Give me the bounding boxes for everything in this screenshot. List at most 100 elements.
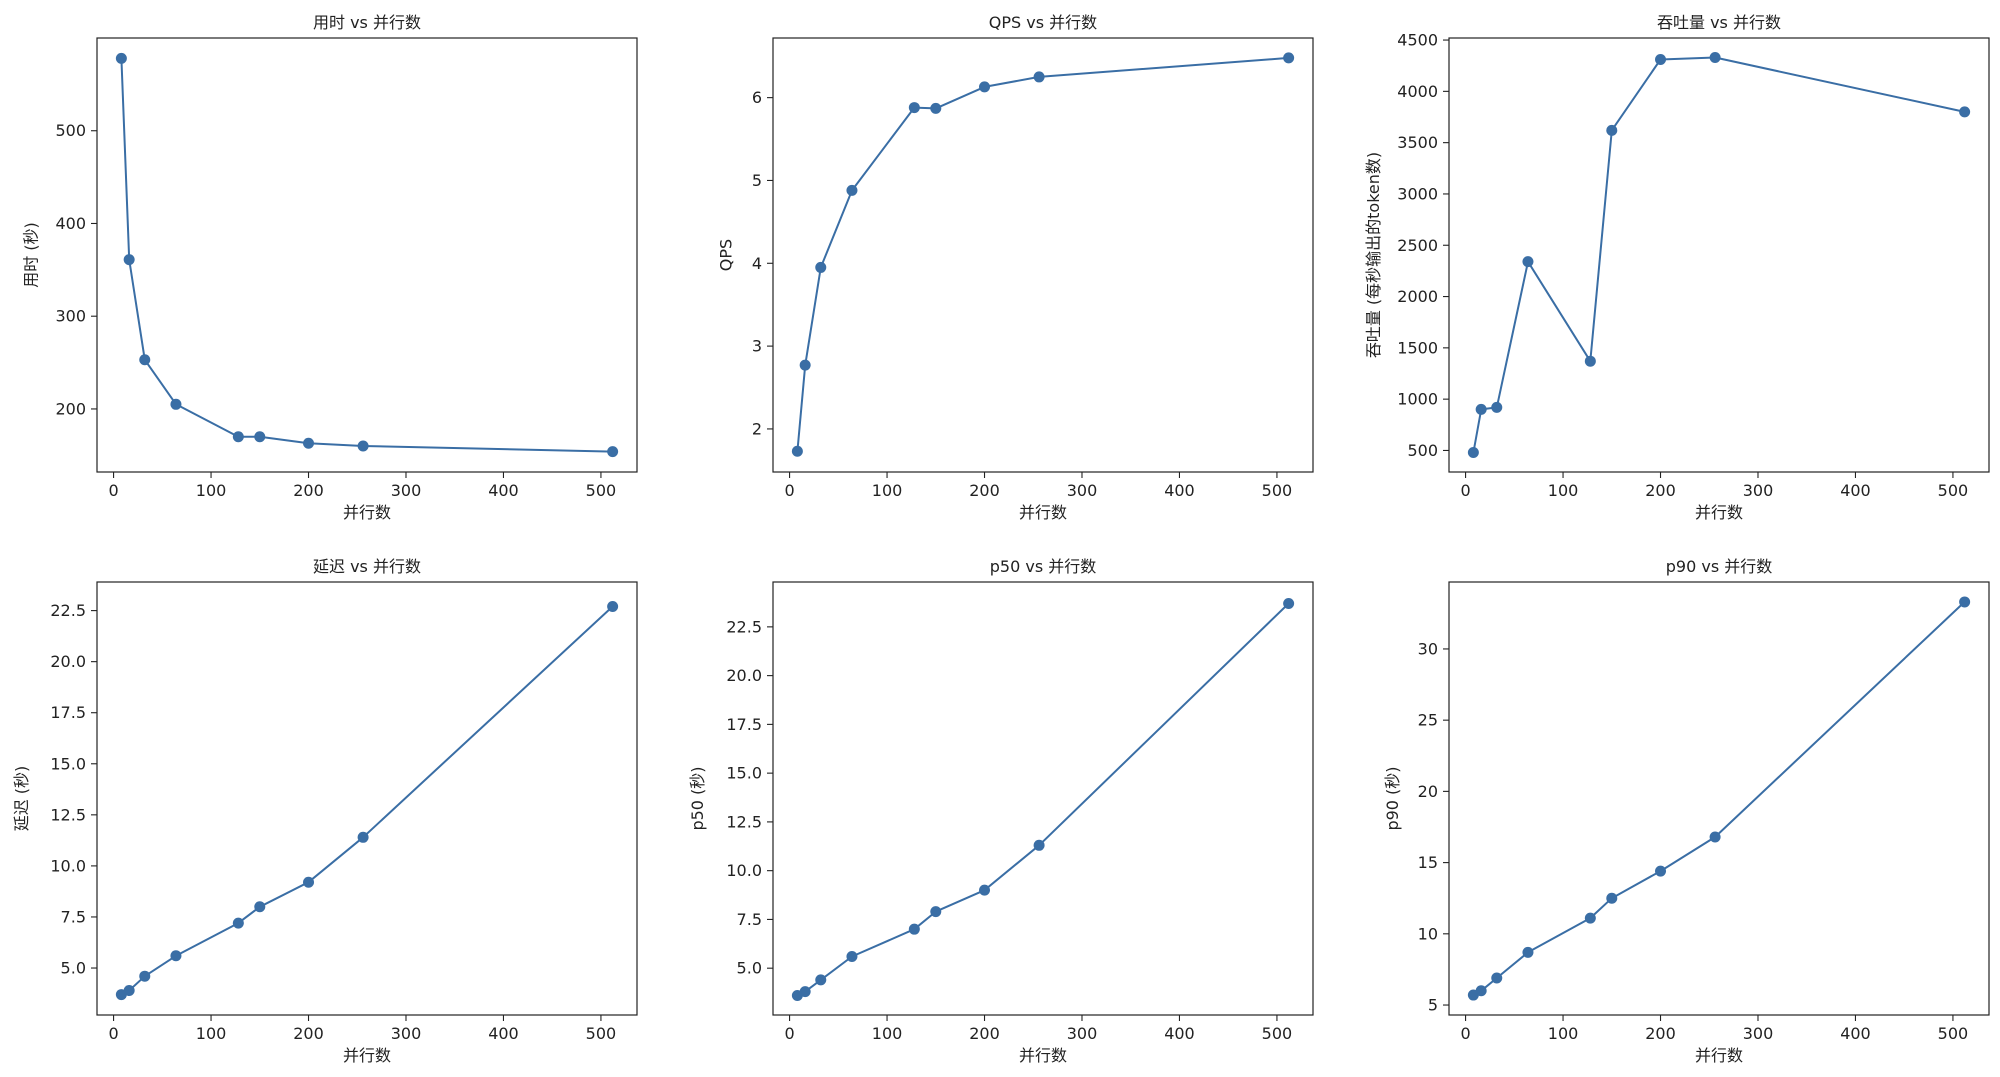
x-tick-label: 100 bbox=[1548, 1024, 1579, 1043]
data-point bbox=[254, 901, 266, 913]
data-point bbox=[1283, 597, 1295, 609]
axes-frame bbox=[96, 37, 638, 473]
y-axis-label: QPS bbox=[717, 239, 736, 271]
y-tick-label: 5.0 bbox=[61, 959, 86, 978]
y-tick-label: 15 bbox=[1418, 853, 1438, 872]
x-tick-label: 100 bbox=[872, 1024, 903, 1043]
x-tick-label: 0 bbox=[1460, 481, 1470, 500]
data-point bbox=[930, 906, 942, 918]
series-line bbox=[120, 605, 614, 996]
y-tick-label: 5.0 bbox=[737, 959, 762, 978]
y-tick-label: 5 bbox=[1428, 996, 1438, 1015]
y-tick-label: 3 bbox=[752, 337, 762, 356]
data-point bbox=[791, 445, 803, 457]
series-line bbox=[796, 602, 1290, 997]
data-point bbox=[930, 102, 942, 114]
x-tick-label: 500 bbox=[1262, 481, 1293, 500]
y-tick-label: 200 bbox=[55, 399, 86, 418]
chart-title: 吞吐量 vs 并行数 bbox=[1657, 13, 1781, 32]
y-tick-label: 1500 bbox=[1397, 338, 1438, 357]
data-point bbox=[1655, 865, 1667, 877]
chart-title: QPS vs 并行数 bbox=[989, 13, 1097, 32]
y-tick-label: 20.0 bbox=[50, 652, 86, 671]
y-tick-label: 17.5 bbox=[50, 703, 86, 722]
data-point bbox=[1491, 401, 1503, 413]
data-point bbox=[815, 974, 827, 986]
x-tick-label: 500 bbox=[1938, 1024, 1969, 1043]
y-tick-label: 12.5 bbox=[726, 812, 762, 831]
data-point bbox=[303, 437, 315, 449]
series-line bbox=[1472, 56, 1965, 453]
data-point bbox=[1959, 596, 1971, 608]
series-line bbox=[120, 58, 613, 453]
y-tick-label: 25 bbox=[1418, 711, 1438, 730]
y-tick-label: 2000 bbox=[1397, 287, 1438, 306]
x-tick-label: 0 bbox=[784, 1024, 794, 1043]
y-tick-label: 30 bbox=[1418, 639, 1438, 658]
y-tick-label: 15.0 bbox=[726, 764, 762, 783]
data-point bbox=[357, 831, 369, 843]
y-tick-label: 6 bbox=[752, 88, 762, 107]
y-tick-label: 22.5 bbox=[50, 601, 86, 620]
data-point bbox=[232, 917, 244, 929]
series-line bbox=[796, 56, 1289, 452]
y-tick-label: 4000 bbox=[1397, 82, 1438, 101]
y-tick-label: 500 bbox=[55, 121, 86, 140]
x-tick-label: 100 bbox=[872, 481, 903, 500]
data-point bbox=[1655, 54, 1667, 66]
y-tick-label: 15.0 bbox=[50, 754, 86, 773]
x-tick-label: 300 bbox=[391, 481, 422, 500]
x-axis-label: 并行数 bbox=[1695, 1046, 1743, 1065]
data-point bbox=[1584, 355, 1596, 367]
y-tick-label: 1000 bbox=[1397, 390, 1438, 409]
data-point bbox=[139, 354, 151, 366]
data-point bbox=[846, 184, 858, 196]
x-tick-label: 300 bbox=[1743, 481, 1774, 500]
data-point bbox=[357, 440, 369, 452]
y-axis-label: p90 (秒) bbox=[1383, 766, 1402, 830]
x-tick-label: 300 bbox=[1743, 1024, 1774, 1043]
data-point bbox=[1033, 71, 1045, 83]
axes-frame bbox=[772, 581, 1314, 1016]
axes-frame bbox=[772, 37, 1314, 473]
x-tick-label: 200 bbox=[293, 1024, 324, 1043]
x-tick-label: 0 bbox=[108, 1024, 118, 1043]
x-tick-label: 0 bbox=[1460, 1024, 1470, 1043]
y-tick-label: 10.0 bbox=[50, 856, 86, 875]
x-tick-label: 200 bbox=[1645, 1024, 1676, 1043]
data-point bbox=[979, 81, 991, 93]
data-point bbox=[170, 398, 182, 410]
data-point bbox=[1522, 946, 1534, 958]
y-tick-label: 10 bbox=[1418, 924, 1438, 943]
data-point bbox=[1033, 839, 1045, 851]
y-tick-label: 4500 bbox=[1397, 31, 1438, 50]
x-axis-label: 并行数 bbox=[1019, 503, 1067, 522]
x-tick-label: 500 bbox=[586, 1024, 617, 1043]
x-tick-label: 500 bbox=[1262, 1024, 1293, 1043]
x-tick-label: 400 bbox=[1840, 481, 1871, 500]
data-point bbox=[1467, 447, 1479, 459]
data-point bbox=[799, 359, 811, 371]
data-point bbox=[123, 984, 135, 996]
y-tick-label: 20 bbox=[1418, 782, 1438, 801]
data-point bbox=[1606, 892, 1618, 904]
x-tick-label: 0 bbox=[784, 481, 794, 500]
x-axis-label: 并行数 bbox=[343, 1046, 391, 1065]
data-point bbox=[1475, 403, 1487, 415]
chart-title: p50 vs 并行数 bbox=[990, 557, 1097, 576]
data-point bbox=[232, 431, 244, 443]
y-tick-label: 2500 bbox=[1397, 236, 1438, 255]
axes-frame bbox=[1448, 37, 1990, 473]
data-point bbox=[908, 102, 920, 114]
x-tick-label: 100 bbox=[1548, 481, 1579, 500]
y-tick-label: 5 bbox=[752, 171, 762, 190]
y-tick-label: 22.5 bbox=[726, 617, 762, 636]
x-tick-label: 200 bbox=[969, 1024, 1000, 1043]
data-point bbox=[1606, 124, 1618, 136]
data-point bbox=[908, 923, 920, 935]
y-axis-label: 吞吐量 (每秒输出的token数) bbox=[1364, 152, 1383, 358]
x-tick-label: 500 bbox=[1938, 481, 1969, 500]
